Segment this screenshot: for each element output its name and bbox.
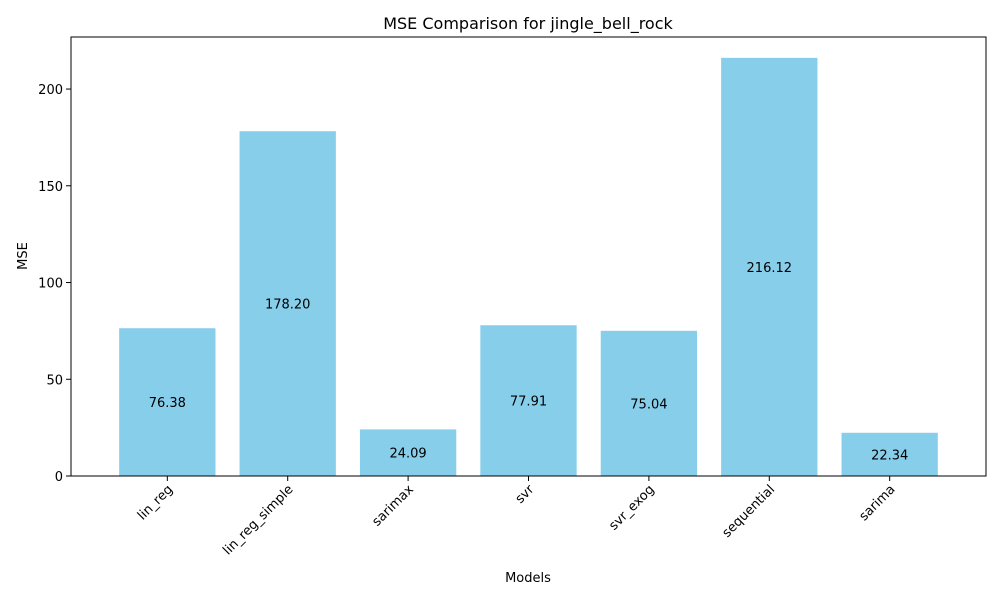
- bar-sarimax: [359, 429, 457, 476]
- y-tick-label-200: 200: [38, 83, 63, 98]
- data-label-sequential: 216.12: [747, 261, 793, 276]
- y-axis-label: MSE: [16, 242, 31, 270]
- bar-svr: [480, 325, 577, 476]
- x-axis-label: Models: [505, 571, 551, 586]
- bar-sequential: [721, 57, 818, 477]
- bar-lin_reg: [119, 328, 216, 476]
- chart-title: MSE Comparison for jingle_bell_rock: [383, 14, 673, 34]
- y-tick-label-100: 100: [38, 277, 63, 292]
- bar-sarima: [841, 432, 938, 476]
- y-tick-label-0: 0: [55, 470, 63, 485]
- plot-area: 76.38lin_reg178.20lin_reg_simple24.09sar…: [38, 36, 987, 558]
- data-label-sarimax: 24.09: [389, 447, 426, 462]
- data-label-svr: 77.91: [510, 395, 547, 410]
- data-label-lin_reg_simple: 178.20: [265, 298, 311, 313]
- y-tick-label-50: 50: [46, 373, 63, 388]
- y-tick-label-150: 150: [38, 180, 63, 195]
- data-label-sarima: 22.34: [871, 448, 908, 463]
- bar-svr_exog: [600, 330, 698, 476]
- data-label-lin_reg: 76.38: [149, 396, 186, 411]
- axes-frame: [70, 36, 987, 477]
- bar-lin_reg_simple: [239, 131, 336, 476]
- data-label-svr_exog: 75.04: [630, 397, 667, 412]
